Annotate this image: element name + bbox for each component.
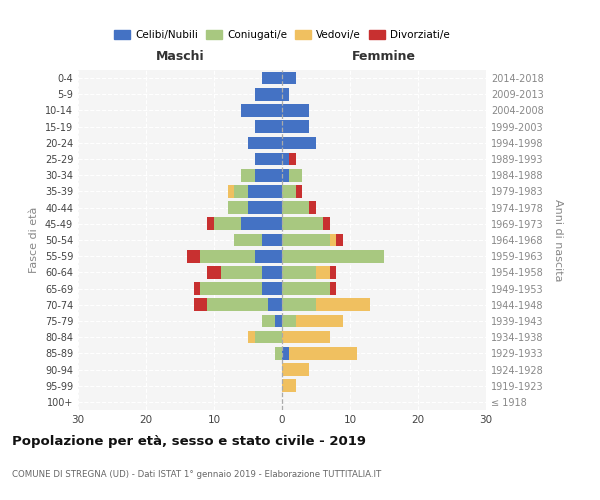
Bar: [248, 202, 282, 214]
Bar: [255, 169, 282, 181]
Bar: [255, 331, 282, 344]
Bar: [282, 250, 384, 262]
Bar: [235, 234, 262, 246]
Bar: [200, 250, 255, 262]
Bar: [194, 298, 207, 311]
Bar: [241, 218, 282, 230]
Bar: [289, 152, 296, 166]
Bar: [282, 202, 309, 214]
Y-axis label: Fasce di età: Fasce di età: [29, 207, 39, 273]
Bar: [255, 250, 282, 262]
Bar: [282, 347, 289, 360]
Bar: [221, 266, 262, 278]
Bar: [337, 234, 343, 246]
Bar: [323, 218, 329, 230]
Bar: [227, 185, 235, 198]
Bar: [262, 314, 275, 328]
Text: COMUNE DI STREGNA (UD) - Dati ISTAT 1° gennaio 2019 - Elaborazione TUTTITALIA.IT: COMUNE DI STREGNA (UD) - Dati ISTAT 1° g…: [12, 470, 381, 479]
Bar: [262, 282, 282, 295]
Bar: [282, 298, 316, 311]
Bar: [282, 234, 329, 246]
Bar: [282, 380, 296, 392]
Bar: [329, 282, 337, 295]
Bar: [282, 185, 296, 198]
Bar: [268, 298, 282, 311]
Bar: [282, 104, 309, 117]
Bar: [282, 88, 289, 101]
Bar: [275, 314, 282, 328]
Bar: [227, 202, 248, 214]
Bar: [329, 234, 337, 246]
Bar: [296, 314, 343, 328]
Bar: [282, 266, 316, 278]
Bar: [262, 72, 282, 85]
Bar: [194, 282, 200, 295]
Legend: Celibi/Nubili, Coniugati/e, Vedovi/e, Divorziati/e: Celibi/Nubili, Coniugati/e, Vedovi/e, Di…: [110, 26, 454, 44]
Bar: [207, 218, 214, 230]
Bar: [309, 202, 316, 214]
Bar: [255, 120, 282, 133]
Bar: [255, 152, 282, 166]
Bar: [316, 298, 370, 311]
Bar: [262, 266, 282, 278]
Bar: [241, 104, 282, 117]
Bar: [282, 152, 289, 166]
Bar: [282, 169, 289, 181]
Bar: [296, 185, 302, 198]
Bar: [235, 185, 248, 198]
Bar: [248, 331, 255, 344]
Bar: [282, 282, 329, 295]
Text: Popolazione per età, sesso e stato civile - 2019: Popolazione per età, sesso e stato civil…: [12, 435, 366, 448]
Bar: [207, 298, 268, 311]
Bar: [282, 218, 323, 230]
Bar: [289, 347, 357, 360]
Bar: [282, 72, 296, 85]
Bar: [282, 136, 316, 149]
Y-axis label: Anni di nascita: Anni di nascita: [553, 198, 563, 281]
Bar: [248, 185, 282, 198]
Bar: [248, 136, 282, 149]
Bar: [282, 314, 296, 328]
Bar: [316, 266, 329, 278]
Bar: [200, 282, 262, 295]
Bar: [241, 169, 255, 181]
Bar: [275, 347, 282, 360]
Bar: [207, 266, 221, 278]
Bar: [255, 88, 282, 101]
Bar: [214, 218, 241, 230]
Bar: [329, 266, 337, 278]
Bar: [289, 169, 302, 181]
Bar: [187, 250, 200, 262]
Bar: [282, 120, 309, 133]
Bar: [282, 331, 329, 344]
Bar: [282, 363, 309, 376]
Text: Femmine: Femmine: [352, 50, 416, 63]
Text: Maschi: Maschi: [155, 50, 205, 63]
Bar: [262, 234, 282, 246]
